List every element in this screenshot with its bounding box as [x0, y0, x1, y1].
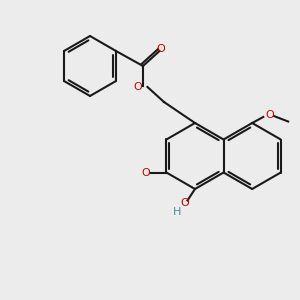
Text: O: O	[133, 82, 142, 92]
Text: O: O	[266, 110, 274, 121]
Text: O: O	[141, 167, 150, 178]
Text: O: O	[180, 197, 189, 208]
Text: O: O	[157, 44, 165, 55]
Text: H: H	[173, 207, 181, 218]
